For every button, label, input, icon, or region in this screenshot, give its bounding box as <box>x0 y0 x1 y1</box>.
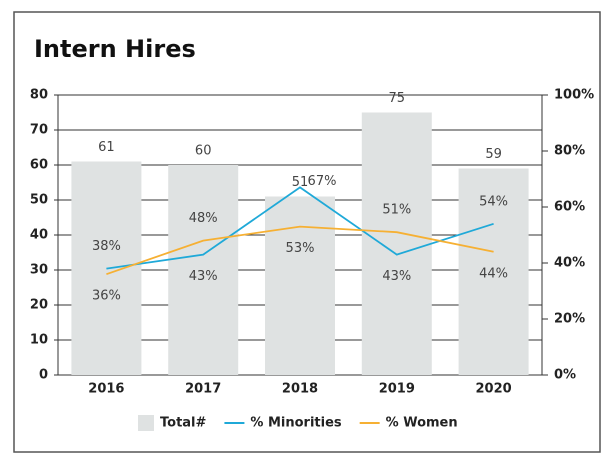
line-value-label: 53% <box>286 241 315 256</box>
line <box>106 225 494 276</box>
y-tick-label: 40 <box>30 228 48 243</box>
bar-value-label: 59 <box>485 147 502 162</box>
y-tick-label: 50 <box>30 193 48 208</box>
bar <box>168 165 239 375</box>
line-value-label: 36% <box>92 289 121 304</box>
y-tick-label: 60 <box>30 158 48 173</box>
bar <box>265 196 335 375</box>
legend-label: % Minorities <box>250 416 341 431</box>
y2-tick-label: 0% <box>554 368 576 383</box>
y-tick-label: 0 <box>39 368 48 383</box>
x-tick-label: 2019 <box>379 382 415 397</box>
line-value-label: 43% <box>382 269 411 284</box>
y2-tick-label: 40% <box>554 256 585 271</box>
chart-title: Intern Hires <box>34 35 196 63</box>
x-tick-label: 2020 <box>476 382 512 397</box>
bar <box>458 168 529 375</box>
bar-value-label: 61 <box>98 140 115 155</box>
line-value-label: 38% <box>92 239 121 254</box>
bar-value-label: 75 <box>389 91 406 106</box>
legend-label: Total# <box>160 416 207 431</box>
x-tick-label: 2017 <box>185 382 221 397</box>
x-tick-label: 2016 <box>88 382 124 397</box>
line-value-label: 43% <box>189 269 218 284</box>
y-tick-label: 10 <box>30 333 48 348</box>
line-value-label: 51% <box>382 203 411 218</box>
bar <box>361 112 432 375</box>
y2-tick-label: 20% <box>554 312 585 327</box>
frame <box>13 11 601 453</box>
legend-label: % Women <box>386 416 458 431</box>
y-tick-label: 30 <box>30 263 48 278</box>
y2-tick-label: 80% <box>554 144 585 159</box>
y2-tick-label: 60% <box>554 200 585 215</box>
line-value-label: 48% <box>189 211 218 226</box>
x-tick-label: 2018 <box>282 382 318 397</box>
line-value-label: 54% <box>479 194 508 209</box>
line <box>106 186 494 270</box>
line-value-label: 44% <box>479 266 508 281</box>
bar-value-label: 60 <box>195 144 212 159</box>
line-value-label: 67% <box>308 174 337 189</box>
y2-tick-label: 100% <box>554 88 594 103</box>
y-tick-label: 20 <box>30 298 48 313</box>
y-tick-label: 80 <box>30 88 48 103</box>
bar-value-label: 51 <box>292 175 309 190</box>
legend-swatch <box>138 415 154 431</box>
y-tick-label: 70 <box>30 123 48 138</box>
